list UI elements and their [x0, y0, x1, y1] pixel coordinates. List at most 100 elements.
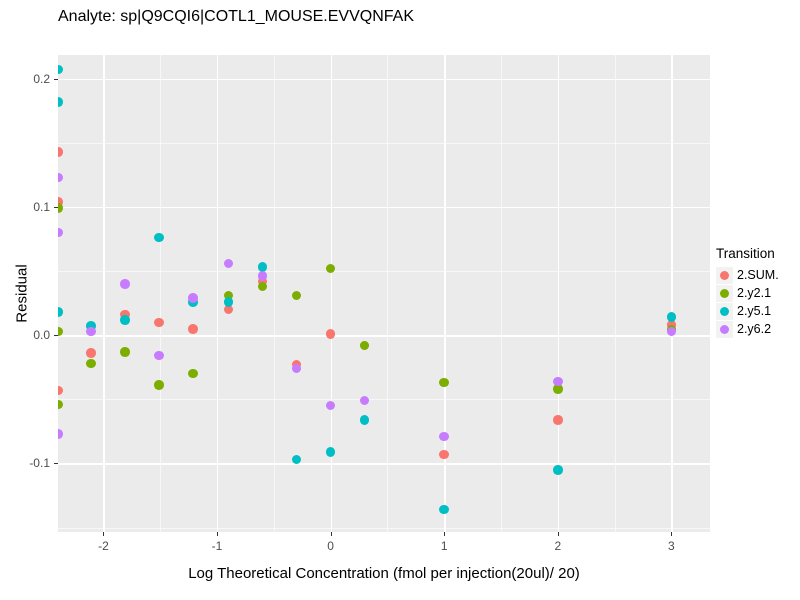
y-axis-tick-mark [54, 206, 58, 208]
y-axis-tick-label: -0.1 [29, 456, 50, 471]
data-point [120, 309, 130, 320]
x-axis-tick-label: 2 [554, 539, 562, 553]
data-point [439, 449, 449, 460]
y-axis-tick-mark [54, 463, 58, 465]
data-point [553, 376, 563, 387]
data-point [553, 465, 563, 475]
data-point [359, 340, 370, 351]
legend-title: Transition [716, 246, 775, 261]
legend-label: 2.y5.1 [737, 304, 772, 318]
data-point [120, 279, 130, 289]
gridline-minor-horizontal [58, 271, 710, 273]
x-axis-tick-mark [444, 532, 446, 536]
data-point [291, 363, 302, 374]
data-point [58, 172, 63, 183]
legend-item: 2.SUM. [716, 266, 779, 284]
legend-key [716, 320, 733, 338]
gridline-major-vertical [444, 55, 446, 532]
data-point [257, 276, 268, 287]
data-point [666, 312, 677, 322]
legend-item: 2.y6.2 [716, 320, 779, 338]
gridline-major-vertical [557, 55, 560, 532]
data-point [58, 326, 63, 337]
x-axis-tick-label: 3 [668, 539, 675, 553]
data-point [86, 326, 96, 337]
data-point [439, 504, 449, 515]
data-point [223, 304, 234, 315]
data-point [439, 377, 449, 388]
data-point [120, 315, 130, 325]
x-axis-tick-label: 1 [440, 539, 448, 553]
data-point [325, 447, 336, 457]
data-point [58, 197, 63, 207]
data-point [86, 321, 96, 331]
legend-key [716, 302, 733, 320]
data-point [223, 258, 234, 269]
gridline-major-horizontal [58, 78, 710, 81]
data-point [188, 324, 198, 334]
data-point [58, 429, 63, 439]
x-axis-tick-mark [557, 532, 559, 536]
x-axis-title: Log Theoretical Concentration (fmol per … [188, 565, 580, 582]
legend-label: 2.y6.2 [737, 322, 772, 336]
data-point [666, 326, 677, 337]
data-point [291, 454, 302, 465]
data-point [58, 385, 63, 396]
data-point [439, 431, 449, 442]
legend-color-dot [720, 306, 729, 316]
data-point [188, 368, 198, 379]
x-axis-tick-label: 0 [327, 539, 334, 553]
gridline-major-horizontal [58, 206, 710, 209]
y-axis-tick-label: 0.0 [33, 328, 50, 343]
legend: Transition 2.SUM. 2.y2.1 2.y5.1 2.y6.2 [716, 246, 779, 338]
legend-item: 2.y5.1 [716, 302, 779, 320]
gridline-major-vertical [671, 55, 673, 532]
gridline-minor-horizontal [58, 527, 710, 529]
data-point [359, 415, 370, 425]
gridline-major-horizontal [58, 335, 710, 337]
gridline-major-vertical [330, 55, 332, 532]
y-axis-tick-label: 0.1 [33, 199, 50, 214]
data-point [553, 415, 563, 425]
y-axis-title: Residual [13, 264, 31, 323]
data-point [666, 320, 677, 330]
data-point [58, 203, 63, 213]
legend-color-dot [720, 270, 729, 280]
x-axis-tick-mark [103, 532, 105, 536]
plot-panel [58, 55, 710, 532]
data-point [58, 399, 63, 410]
data-point [257, 262, 268, 272]
data-point [325, 263, 336, 274]
y-axis-tick-mark [54, 78, 58, 80]
legend-label: 2.y2.1 [737, 286, 772, 300]
data-point [257, 281, 268, 292]
data-point [223, 290, 234, 301]
legend-color-dot [720, 324, 729, 334]
x-axis-tick-mark [217, 532, 219, 536]
data-point [291, 290, 302, 301]
x-axis-tick-mark [330, 532, 332, 536]
x-axis-tick-label: -2 [98, 539, 109, 553]
y-axis-tick-mark [54, 335, 58, 337]
gridline-minor-horizontal [58, 142, 710, 144]
data-point [58, 227, 63, 238]
data-point [553, 384, 563, 394]
legend-label: 2.SUM. [737, 268, 779, 282]
legend-key [716, 284, 733, 302]
data-point [325, 400, 336, 411]
gridline-minor-vertical [500, 55, 502, 532]
gridline-minor-vertical [273, 55, 275, 532]
gridline-major-vertical [103, 55, 105, 532]
data-point [154, 232, 164, 243]
data-point [325, 329, 336, 339]
data-point [58, 64, 63, 75]
data-point [86, 348, 96, 358]
data-point [154, 350, 164, 361]
data-point [58, 147, 63, 157]
gridline-minor-horizontal [58, 399, 710, 401]
data-point [188, 293, 198, 303]
data-point [257, 271, 268, 281]
data-point [58, 307, 63, 317]
data-point [223, 297, 234, 307]
